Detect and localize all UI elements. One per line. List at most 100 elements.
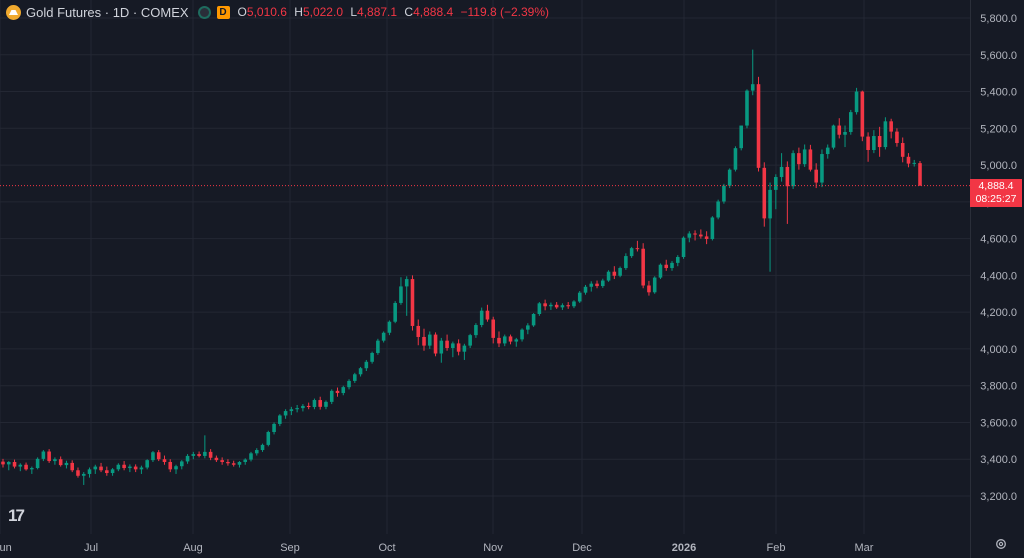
y-axis-label: 4,000.0: [980, 344, 1017, 356]
candle: [387, 320, 392, 336]
candle: [87, 467, 92, 478]
candle-body: [508, 336, 513, 342]
candle-body: [306, 405, 311, 408]
candle-body: [53, 459, 57, 462]
candle: [716, 199, 720, 220]
candle-body: [364, 361, 369, 369]
candle-body: [139, 467, 144, 470]
candle: [439, 337, 444, 363]
candle-body: [843, 131, 847, 135]
candle: [237, 461, 242, 468]
candle-body: [745, 90, 749, 126]
candle-body: [566, 305, 570, 307]
gold-coin-logo-icon: [6, 4, 21, 20]
open-value: 5,010.6: [246, 5, 287, 19]
candle-body: [6, 461, 11, 465]
candle: [128, 464, 132, 473]
candle-body: [76, 470, 80, 476]
candle-body: [301, 405, 305, 409]
candle: [918, 161, 922, 186]
candle: [70, 460, 74, 473]
candle: [526, 323, 530, 335]
candle: [820, 149, 824, 188]
candle: [797, 147, 801, 170]
candle-body: [341, 387, 346, 394]
candle-body: [329, 390, 334, 402]
candle-body: [87, 469, 92, 474]
candle-body: [866, 136, 870, 151]
candle: [658, 263, 663, 280]
candle-body: [641, 248, 645, 286]
candle: [491, 316, 496, 344]
candle-body: [289, 409, 294, 412]
candle: [445, 334, 449, 351]
candle-body: [110, 469, 115, 474]
candle: [727, 168, 732, 189]
x-axis-label: Feb: [767, 542, 786, 554]
candle-body: [912, 162, 917, 164]
symbol-header[interactable]: Gold Futures · 1D · COMEX D O5,010.6 H5,…: [6, 3, 549, 21]
candle: [364, 359, 369, 371]
candle: [825, 144, 830, 159]
x-axis-label: Jun: [0, 542, 12, 554]
candle: [433, 332, 438, 357]
candle-body: [606, 271, 611, 281]
candle: [635, 240, 640, 252]
candle: [520, 328, 524, 342]
candle-body: [635, 248, 640, 250]
candle: [652, 276, 657, 294]
candle-body: [860, 91, 865, 137]
candle: [606, 270, 611, 282]
candle: [860, 90, 865, 142]
candle-body: [612, 271, 617, 276]
candle-body: [226, 461, 230, 464]
candle: [318, 396, 322, 410]
candle: [554, 302, 559, 309]
candle: [595, 280, 599, 289]
symbol-title[interactable]: Gold Futures · 1D · COMEX: [26, 4, 189, 20]
candle-body: [624, 256, 628, 269]
candle-body: [762, 167, 767, 219]
tradingview-logo-icon[interactable]: 17: [8, 506, 25, 525]
candle: [353, 372, 357, 383]
candle-body: [601, 280, 605, 287]
last-price-value: 4,888.4: [978, 180, 1014, 192]
candle: [260, 443, 265, 452]
candle: [577, 291, 582, 303]
candle: [18, 463, 23, 472]
candle: [745, 89, 749, 129]
low-value: 4,887.1: [357, 5, 398, 19]
candle-body: [531, 313, 536, 326]
y-axis-label: 5,800.0: [980, 13, 1017, 25]
candle-body: [485, 310, 490, 320]
high-key: H: [294, 5, 303, 19]
delayed-data-badge[interactable]: D: [216, 5, 230, 19]
candle-body: [560, 305, 565, 308]
candle: [912, 159, 917, 167]
candle: [422, 328, 426, 351]
candle-body: [249, 453, 253, 460]
candle-body: [220, 460, 224, 462]
candle-body: [422, 336, 426, 346]
candle-body: [537, 303, 542, 314]
candle-body: [404, 279, 409, 287]
candle: [837, 118, 842, 139]
candle-body: [41, 451, 46, 459]
candle-body: [410, 279, 415, 326]
candle-body: [353, 374, 357, 381]
settings-gear-icon[interactable]: [995, 538, 1007, 550]
candle: [226, 459, 230, 466]
candle-body: [18, 464, 23, 467]
candle-body: [479, 310, 484, 326]
candle: [47, 449, 51, 463]
candle-body: [779, 166, 784, 178]
candle: [12, 459, 17, 469]
candle: [191, 451, 196, 460]
candle-body: [474, 325, 478, 336]
candle: [24, 462, 28, 471]
candle: [162, 455, 167, 465]
candle-body: [687, 233, 692, 238]
candle-body: [652, 277, 657, 293]
candle-body: [451, 343, 455, 349]
